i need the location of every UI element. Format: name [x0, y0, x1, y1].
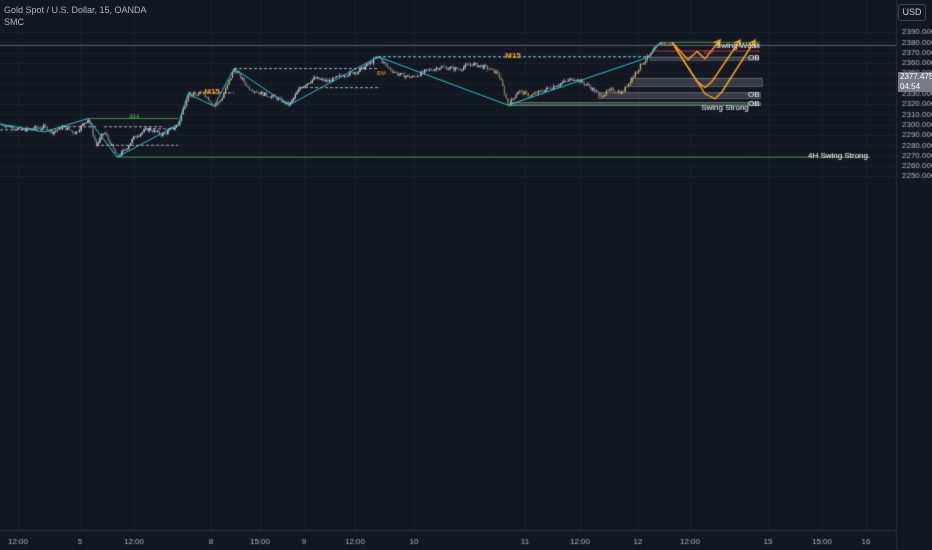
bar-countdown: 04:54	[900, 82, 921, 91]
current-price-tag: 2377.475 04:54	[898, 72, 932, 92]
symbol-title: Gold Spot / U.S. Dollar, 15, OANDA	[4, 5, 147, 15]
indicator-label[interactable]: SMC	[4, 17, 24, 27]
current-price-value: 2377.475	[900, 72, 932, 81]
currency-button[interactable]: USD	[898, 4, 926, 21]
